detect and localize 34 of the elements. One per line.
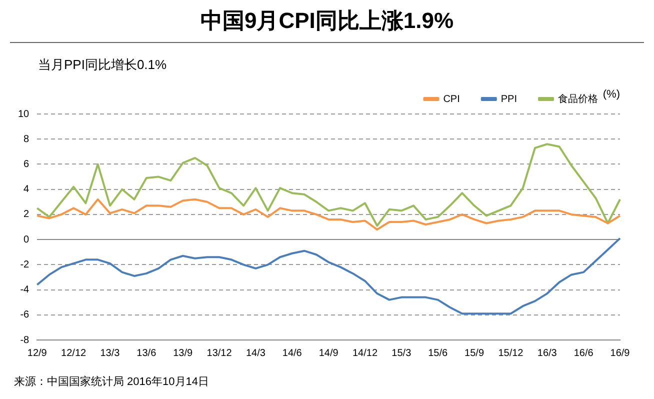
chart-subtitle: 当月PPI同比增长0.1%	[38, 56, 167, 74]
x-tick-label: 16/6	[574, 348, 594, 359]
x-tick-label: 15/3	[392, 348, 412, 359]
y-tick-label: -2	[20, 259, 30, 270]
source-note: 来源：中国国家统计局 2016年10月14日	[14, 374, 209, 389]
x-tick-label: 16/9	[610, 348, 630, 359]
x-tick-label: 15/9	[464, 348, 484, 359]
x-tick-label: 12/9	[27, 348, 48, 359]
y-tick-label: -4	[20, 284, 30, 296]
x-tick-label: 12/12	[61, 348, 86, 359]
y-tick-label: 8	[24, 134, 30, 145]
y-tick-label: -8	[20, 334, 30, 346]
x-tick-label: 14/6	[282, 348, 302, 359]
legend-label: CPI	[443, 94, 460, 105]
x-tick-label: 13/3	[100, 348, 120, 359]
x-tick-label: 14/9	[318, 348, 339, 359]
x-tick-label: 14/3	[246, 348, 266, 359]
chart-title: 中国9月CPI同比上涨1.9%	[10, 0, 644, 43]
y-tick-label: 10	[18, 108, 30, 120]
x-tick-label: 13/6	[136, 348, 157, 359]
y-tick-label: 6	[24, 158, 30, 170]
y-tick-label: 0	[24, 234, 30, 246]
x-tick-label: 13/12	[206, 348, 232, 359]
legend-label: 食品价格	[558, 92, 598, 105]
x-tick-label: 14/12	[352, 348, 378, 359]
y-tick-label: -6	[20, 310, 30, 321]
x-tick-label: 15/6	[428, 348, 448, 359]
legend-label: PPI	[500, 94, 518, 105]
y-axis-title: (%)	[602, 88, 620, 101]
x-tick-label: 15/12	[498, 348, 524, 359]
y-tick-label: 4	[24, 184, 30, 196]
y-tick-label: 2	[24, 209, 30, 220]
x-tick-label: 16/3	[537, 348, 558, 359]
x-tick-label: 13/9	[173, 348, 194, 359]
